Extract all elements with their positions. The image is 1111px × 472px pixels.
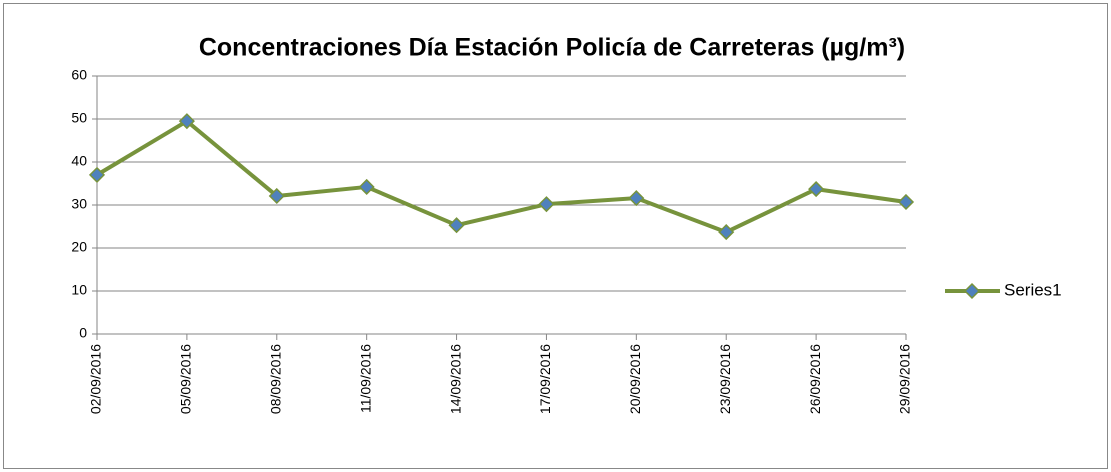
legend-label: Series1 bbox=[1004, 280, 1062, 299]
y-tick-label: 20 bbox=[71, 239, 87, 255]
marker bbox=[897, 193, 915, 211]
y-tick-label: 60 bbox=[71, 67, 87, 83]
x-tick-label: 14/09/2016 bbox=[447, 344, 463, 414]
marker bbox=[358, 178, 375, 196]
x-tick-label: 05/09/2016 bbox=[178, 344, 194, 414]
y-tick-label: 10 bbox=[71, 282, 87, 298]
x-tick-label: 26/09/2016 bbox=[807, 344, 823, 414]
y-tick-label: 0 bbox=[79, 325, 87, 341]
x-tick-label: 29/09/2016 bbox=[897, 344, 913, 414]
marker bbox=[448, 217, 465, 234]
x-tick-label: 11/09/2016 bbox=[357, 344, 373, 413]
marker bbox=[178, 113, 195, 130]
y-tick-label: 40 bbox=[71, 153, 87, 169]
marker bbox=[718, 224, 735, 241]
x-tick-label: 08/09/2016 bbox=[267, 344, 283, 414]
x-tick-label: 02/09/2016 bbox=[88, 344, 104, 414]
marker bbox=[628, 190, 645, 207]
y-tick-label: 30 bbox=[71, 196, 87, 212]
legend-marker bbox=[963, 282, 981, 300]
chart-border bbox=[3, 3, 1108, 469]
x-tick-label: 20/09/2016 bbox=[627, 344, 643, 414]
chart-title: Concentraciones Día Estación Policía de … bbox=[199, 34, 905, 62]
x-tick-label: 17/09/2016 bbox=[537, 344, 553, 414]
marker bbox=[808, 181, 825, 198]
marker bbox=[268, 187, 285, 205]
marker bbox=[88, 166, 106, 183]
series-line bbox=[95, 119, 907, 235]
x-tick-label: 23/09/2016 bbox=[717, 344, 733, 414]
marker bbox=[538, 196, 555, 213]
y-tick-label: 50 bbox=[71, 110, 87, 126]
